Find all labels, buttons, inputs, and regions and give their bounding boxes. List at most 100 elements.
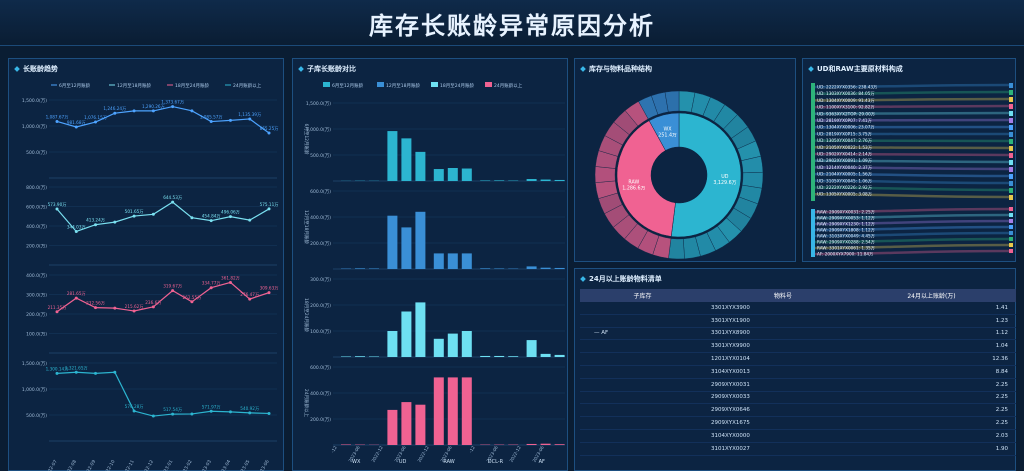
bar: [494, 180, 505, 181]
compare-panel: 子库长账龄对比 6月至12月账龄 12月至18月账龄 18月至24月账龄 24月账龄以…: [292, 58, 568, 471]
data-point: [55, 119, 59, 123]
table-row[interactable]: 3301XYX9900 1.04: [580, 340, 1016, 354]
y-tick-label: 600.0(万): [310, 189, 331, 195]
bar: [447, 253, 458, 269]
sunburst-inner-segment: [670, 112, 742, 238]
bar: [540, 267, 551, 269]
legend-swatch: [431, 82, 438, 87]
sankey-label: UD: 1100XYX3100: 92.82万: [817, 105, 875, 111]
header-aging[interactable]: 24月以上账龄(万): [907, 293, 956, 300]
y-tick-label: 400.0(万): [26, 273, 47, 279]
data-point: [248, 117, 252, 121]
data-point: [190, 300, 194, 304]
bar: [341, 356, 351, 357]
data-label: 573.90万: [48, 202, 67, 208]
data-point: [267, 411, 271, 415]
sankey-link: [814, 231, 1010, 238]
table-row[interactable]: 2909XYX0033 2.25: [580, 392, 1016, 405]
x-tick-label: -12: [330, 445, 339, 454]
data-label: 1,321.65万: [65, 365, 88, 371]
y-tick-label: 400.0(万): [26, 224, 47, 230]
sankey-target-node: [1009, 153, 1013, 158]
sunburst-outer-segment: [668, 238, 685, 260]
y-tick-label: 200.0(万): [310, 303, 331, 309]
y-tick-label: 200.0(万): [26, 244, 47, 250]
sankey-link: [814, 97, 1010, 102]
data-point: [209, 120, 213, 124]
table-row[interactable]: 3104XYX0000 2.03: [580, 430, 1016, 443]
table-row[interactable]: 2909XYX1675 2.25: [580, 417, 1016, 430]
sankey-target-node: [1009, 125, 1013, 130]
data-label: 334.77万: [202, 281, 221, 287]
compare-chart[interactable]: 6月至12月账龄 12月至18月账龄 18月至24月账龄 24月账龄以上 500.0(万…: [293, 59, 569, 471]
data-label: 281.65万: [67, 291, 86, 297]
cell-aging: 2.25: [995, 394, 1008, 401]
data-label: 1,300.14万: [46, 366, 69, 372]
bar: [526, 340, 537, 357]
data-point: [228, 118, 232, 122]
bar: [401, 311, 412, 357]
data-point: [267, 207, 271, 211]
bar: [447, 168, 458, 181]
cell-material: 2909XYX0033: [711, 394, 750, 401]
header-subinventory[interactable]: 子库存: [633, 293, 652, 300]
table-row[interactable]: — AF 3301XYX8900 1.12: [580, 328, 1016, 341]
bar: [480, 180, 491, 181]
data-point: [190, 109, 194, 113]
data-label: 1,087.67万: [46, 114, 69, 120]
bar: [461, 253, 472, 269]
sankey-target-node: [1009, 174, 1013, 179]
bar: [355, 268, 365, 269]
cell-aging: 1.90: [995, 445, 1008, 452]
x-tick-label: 2022-09: [83, 459, 98, 471]
table-row[interactable]: 3301XYX1900 1.23: [580, 315, 1016, 328]
trend-panel-title: 长账龄趋势: [15, 64, 58, 74]
series-line: [56, 201, 270, 233]
data-point: [55, 371, 59, 375]
sankey-target-node: [1009, 181, 1013, 186]
table-row[interactable]: 1201XYX0104 12.36: [580, 353, 1016, 366]
trend-chart[interactable]: 6月至12月账龄 12月至18月账龄 18月至24月账龄 24月账龄以上 500.0(万…: [9, 59, 285, 471]
y-tick-label: 200.0(万): [310, 241, 331, 247]
data-point: [248, 411, 252, 415]
table-row[interactable]: 2909XYX0646 2.25: [580, 404, 1016, 418]
sunburst-label: 1,286.6万: [622, 186, 645, 192]
data-point: [171, 289, 175, 293]
data-point: [151, 414, 155, 418]
sunburst-label: WX: [664, 126, 673, 132]
table-row[interactable]: 3101XYX0027 1.90: [580, 443, 1016, 456]
bar: [461, 331, 472, 357]
data-label: 517.54万: [163, 407, 182, 413]
y-tick-label: 1,000.0(万): [306, 127, 331, 133]
data-point: [74, 125, 78, 129]
compare-panel-title: 子库长账龄对比: [299, 64, 356, 74]
sankey-target-node: [1009, 219, 1013, 223]
bar: [387, 409, 398, 445]
data-label: 501.65万: [125, 209, 144, 215]
cell-material: 1201XYX0104: [711, 356, 750, 363]
sunburst-inner-segment: [648, 112, 680, 151]
data-label: 276.47万: [240, 292, 259, 298]
sankey-label: UD: 1305XYX0047: 2.76万: [817, 138, 872, 144]
legend-label: 6月至12月账龄: [332, 82, 364, 89]
data-label: 571.97万: [202, 404, 221, 410]
data-point: [228, 280, 232, 284]
table-row[interactable]: 2909XYX0031 2.25: [580, 379, 1016, 392]
data-label: 1,076.15万: [84, 115, 107, 121]
sankey-target-node: [1009, 90, 1013, 95]
data-point: [113, 220, 117, 224]
data-point: [151, 212, 155, 216]
cell-material: 3301XYX3900: [711, 304, 750, 311]
data-label: 1,085.57万: [200, 115, 223, 121]
cell-aging: 2.25: [995, 420, 1008, 427]
sankey-label: UD: 2819XYX0P15: 3.75万: [817, 131, 872, 137]
data-point: [190, 216, 194, 220]
data-label: 361.82万: [221, 275, 240, 281]
data-point: [171, 412, 175, 416]
header-material[interactable]: 物料号: [773, 293, 792, 300]
table-row[interactable]: 3301XYX3900 1.41: [580, 302, 1016, 315]
table-row[interactable]: 3104XYX0013 8.84: [580, 366, 1016, 379]
sunburst-inner-segment: [616, 120, 676, 237]
